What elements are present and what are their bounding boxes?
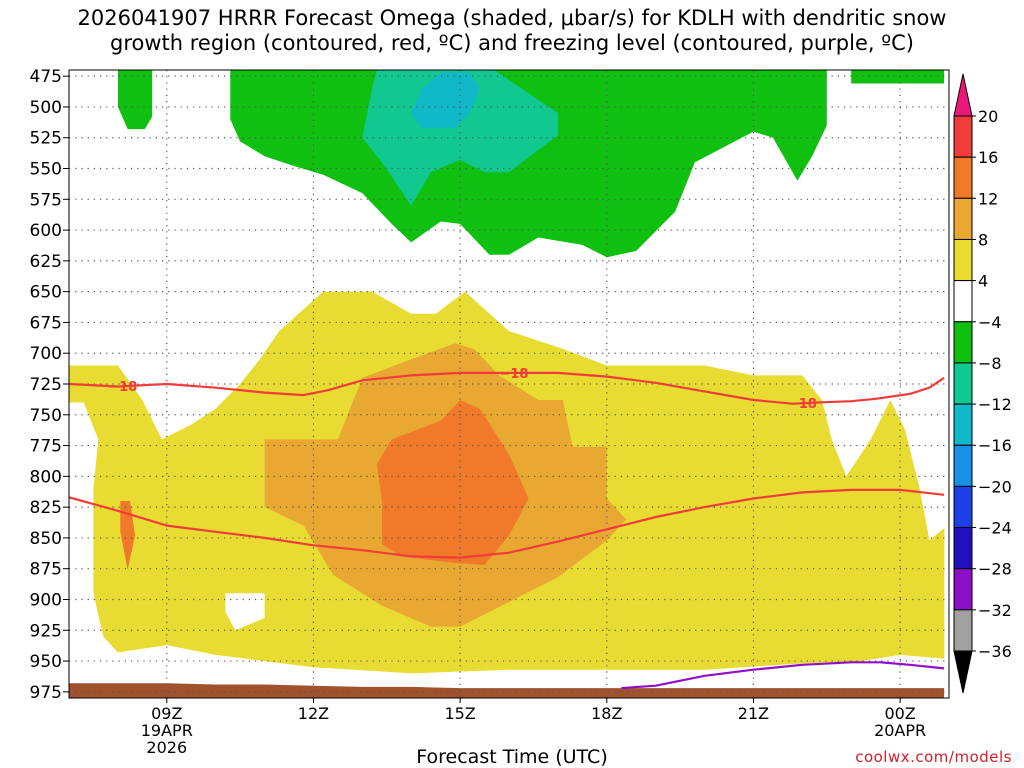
colorbar-box-10 [954,528,972,569]
colorbar-label-10: −24 [978,519,1012,538]
colorbar-label-11: −28 [978,560,1012,579]
y-tick-label-625: 625 [30,252,62,272]
colorbar-label-6: −8 [978,354,1002,373]
colorbar-box-8 [954,445,972,486]
y-tick-label-475: 475 [30,67,62,87]
y-tick-label-925: 925 [30,621,62,641]
colorbar-label-7: −12 [978,395,1012,414]
colorbar-box-12 [954,610,972,651]
colorbar-label-0: 20 [978,107,998,126]
y-tick-label-725: 725 [30,375,62,395]
y-tick-label-550: 550 [30,160,62,180]
colorbar-box-9 [954,486,972,527]
y-tick-label-775: 775 [30,437,62,457]
colorbar: 20 16 12 8 4 −4 −8 −12 −16 −20 −24 −28 −32 −36 [954,74,1012,693]
y-tick-label-900: 900 [30,590,62,610]
y-tick-label-600: 600 [30,221,62,241]
y-tick-label-850: 850 [30,529,62,549]
y-tick-label-950: 950 [30,652,62,672]
colorbar-label-5: −4 [978,313,1002,332]
colorbar-box-5 [954,322,972,363]
colorbar-box-4 [954,281,972,322]
contour-label-0-1: −18 [499,367,528,382]
terrain-fill [69,683,944,698]
y-tick-label-650: 650 [30,283,62,303]
x-tick-label-12-0: 12Z [298,704,329,723]
colorbar-label-2: 12 [978,189,998,208]
colorbar-box-11 [954,569,972,610]
colorbar-label-1: 16 [978,148,998,167]
x-tick-label-24-1: 20APR [874,721,926,740]
colorbar-label-12: −32 [978,601,1012,620]
contour-label-0-2: −18 [788,397,817,412]
y-tick-label-875: 875 [30,560,62,580]
colorbar-box-1 [954,157,972,198]
contour-label-0-0: −18 [108,380,137,395]
colorbar-top-triangle [954,74,972,116]
colorbar-box-0 [954,116,972,157]
colorbar-label-4: 4 [978,272,988,291]
colorbar-box-2 [954,198,972,239]
colorbar-bottom-triangle [954,651,972,693]
source-credit: coolwx.com/models [855,748,1012,766]
colorbar-label-13: −36 [978,642,1012,661]
colorbar-label-8: −16 [978,436,1012,455]
y-tick-label-800: 800 [30,467,62,487]
omega-region-2 [851,70,944,84]
y-tick-label-975: 975 [30,683,62,703]
colorbar-label-3: 8 [978,230,988,249]
y-axis: 475 500 525 550 575 600 625 650 675 700 725 750 775 8… [30,67,69,703]
omega-region-0 [118,70,152,129]
y-tick-label-575: 575 [30,190,62,210]
y-tick-label-500: 500 [30,98,62,118]
y-tick-label-700: 700 [30,344,62,364]
colorbar-box-6 [954,363,972,404]
y-tick-label-525: 525 [30,129,62,149]
colorbar-label-9: −20 [978,477,1012,496]
x-tick-label-18-0: 18Z [591,704,622,723]
y-tick-label-750: 750 [30,406,62,426]
y-tick-label-825: 825 [30,498,62,518]
y-tick-label-675: 675 [30,313,62,333]
x-tick-label-15-0: 15Z [444,704,475,723]
colorbar-box-3 [954,239,972,280]
x-tick-label-21-0: 21Z [738,704,769,723]
colorbar-box-7 [954,404,972,445]
